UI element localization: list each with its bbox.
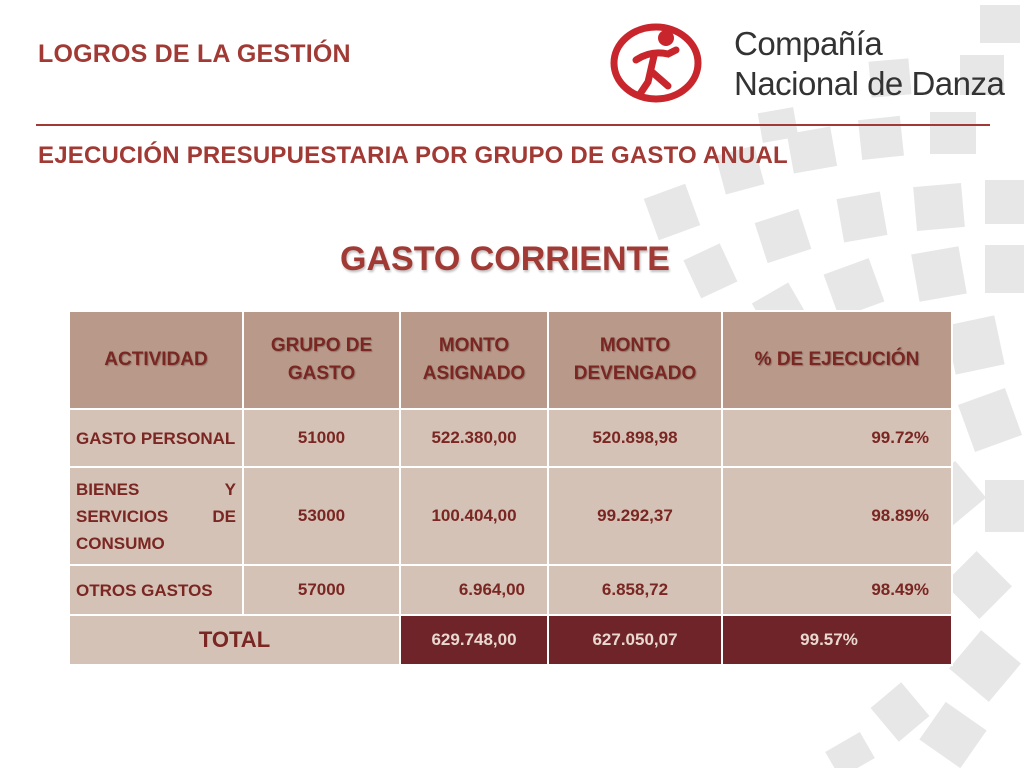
table-row: OTROS GASTOS 57000 6.964,00 6.858,72 98.… bbox=[68, 564, 953, 616]
cell-grupo: 51000 bbox=[242, 408, 401, 468]
dancer-logo-icon bbox=[610, 23, 702, 103]
header-grupo-de-gasto: GRUPO DE GASTO bbox=[242, 310, 401, 410]
section-title: LOGROS DE LA GESTIÓN bbox=[38, 40, 351, 68]
total-ejecucion: 99.57% bbox=[721, 614, 953, 666]
cell-actividad: BIENES Y SERVICIOS DE CONSUMO bbox=[68, 466, 244, 566]
cell-devengado: 520.898,98 bbox=[547, 408, 723, 468]
cell-actividad: GASTO PERSONAL bbox=[68, 408, 244, 468]
logo-wordmark: Compañía Nacional de Danza bbox=[734, 24, 1005, 104]
cell-asignado: 522.380,00 bbox=[399, 408, 549, 468]
table-header-row: ACTIVIDAD GRUPO DE GASTO MONTO ASIGNADO … bbox=[68, 310, 953, 410]
table-row: BIENES Y SERVICIOS DE CONSUMO 53000 100.… bbox=[68, 466, 953, 566]
table-total-row: TOTAL 629.748,00 627.050,07 99.57% bbox=[68, 614, 953, 666]
logo-line-2: Nacional de Danza bbox=[734, 65, 1005, 102]
slide-subtitle: EJECUCIÓN PRESUPUESTARIA POR GRUPO DE GA… bbox=[38, 142, 788, 169]
cell-devengado: 99.292,37 bbox=[547, 466, 723, 566]
cell-asignado: 100.404,00 bbox=[399, 466, 549, 566]
total-devengado: 627.050,07 bbox=[547, 614, 723, 666]
header-actividad: ACTIVIDAD bbox=[68, 310, 244, 410]
header-monto-asignado: MONTO ASIGNADO bbox=[399, 310, 549, 410]
header-monto-devengado: MONTO DEVENGADO bbox=[547, 310, 723, 410]
logo-line-1: Compañía bbox=[734, 25, 883, 62]
cell-actividad: OTROS GASTOS bbox=[68, 564, 244, 616]
cell-ejecucion: 99.72% bbox=[721, 408, 953, 468]
cell-grupo: 53000 bbox=[242, 466, 401, 566]
cell-grupo: 57000 bbox=[242, 564, 401, 616]
total-asignado: 629.748,00 bbox=[399, 614, 549, 666]
header-porcentaje-ejecucion: % DE EJECUCIÓN bbox=[721, 310, 953, 410]
total-label: TOTAL bbox=[68, 614, 401, 666]
cell-devengado: 6.858,72 bbox=[547, 564, 723, 616]
cell-ejecucion: 98.49% bbox=[721, 564, 953, 616]
cell-ejecucion: 98.89% bbox=[721, 466, 953, 566]
cell-asignado: 6.964,00 bbox=[399, 564, 549, 616]
table-row: GASTO PERSONAL 51000 522.380,00 520.898,… bbox=[68, 408, 953, 468]
title-divider bbox=[36, 124, 990, 126]
table-title: GASTO CORRIENTE bbox=[340, 240, 670, 278]
budget-table: ACTIVIDAD GRUPO DE GASTO MONTO ASIGNADO … bbox=[68, 310, 953, 666]
